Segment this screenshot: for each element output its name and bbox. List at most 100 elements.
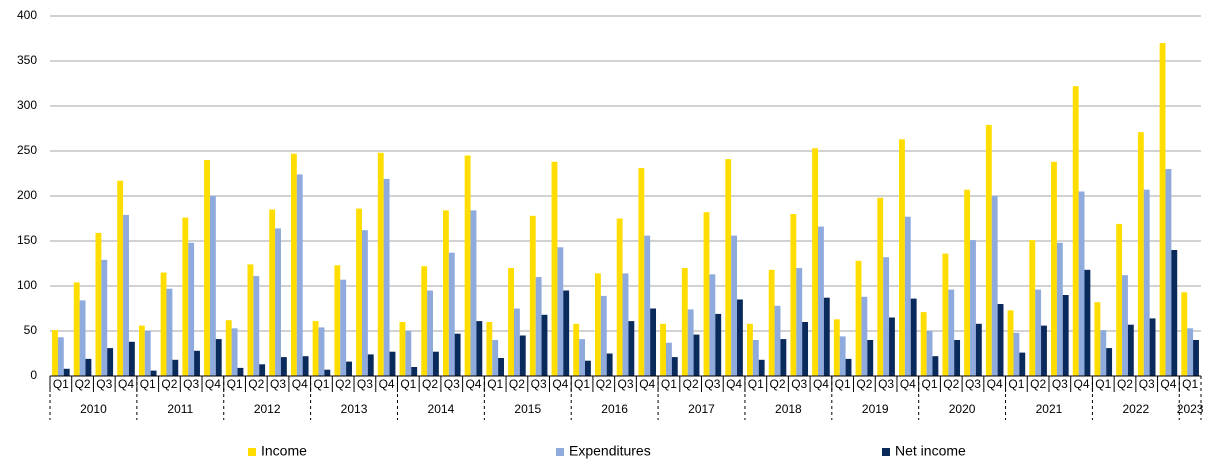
bar xyxy=(693,334,700,376)
bar xyxy=(752,340,759,376)
bar xyxy=(356,208,362,376)
bar xyxy=(1100,330,1107,376)
x-tick-label: Q1 xyxy=(835,377,851,391)
bar xyxy=(399,322,406,376)
y-tick-label: 50 xyxy=(24,323,38,337)
x-tick-label: Q3 xyxy=(270,377,286,391)
legend-swatch xyxy=(248,448,256,456)
bar xyxy=(889,317,895,376)
bar xyxy=(563,290,570,376)
x-tick-label: Q2 xyxy=(161,377,177,391)
bar xyxy=(172,359,179,376)
bar xyxy=(1062,295,1069,376)
bar xyxy=(715,313,722,376)
bar xyxy=(405,331,412,376)
x-tick-label: Q4 xyxy=(292,377,308,391)
bar xyxy=(144,331,151,376)
bar xyxy=(910,298,917,376)
bar xyxy=(920,312,927,376)
bar xyxy=(747,323,753,376)
bar xyxy=(247,264,254,376)
bar xyxy=(421,266,428,376)
bar xyxy=(877,197,884,376)
bar xyxy=(1165,169,1172,376)
x-tick-label: Q3 xyxy=(183,377,199,391)
bar xyxy=(991,196,998,376)
bar xyxy=(681,268,688,376)
bar xyxy=(1193,340,1199,376)
bar xyxy=(123,214,129,376)
bar xyxy=(101,259,108,376)
bar xyxy=(737,299,743,376)
x-tick-label: Q1 xyxy=(1008,377,1024,391)
bar xyxy=(318,327,325,376)
year-label: 2021 xyxy=(1036,402,1063,416)
bar xyxy=(839,336,846,376)
year-label: 2019 xyxy=(862,402,889,416)
x-tick-label: Q1 xyxy=(400,377,416,391)
x-tick-label: Q3 xyxy=(965,377,981,391)
bar xyxy=(904,216,911,376)
bar xyxy=(1171,250,1178,376)
year-label: 2020 xyxy=(949,402,976,416)
x-tick-label: Q3 xyxy=(791,377,807,391)
bar xyxy=(1094,302,1101,376)
x-tick-label: Q1 xyxy=(140,377,156,391)
bar xyxy=(1056,242,1063,376)
bar xyxy=(215,339,222,376)
x-tick-label: Q3 xyxy=(704,377,720,391)
x-tick-label: Q1 xyxy=(313,377,329,391)
bar xyxy=(725,159,732,376)
x-tick-label: Q4 xyxy=(379,377,395,391)
bar xyxy=(594,273,601,376)
bar xyxy=(790,214,797,376)
bar xyxy=(448,252,455,376)
bar xyxy=(932,356,939,376)
year-label: 2015 xyxy=(514,402,541,416)
x-tick-label: Q2 xyxy=(683,377,699,391)
x-tick-label: Q2 xyxy=(248,377,264,391)
x-tick-label: Q3 xyxy=(1139,377,1155,391)
x-tick-label: Q1 xyxy=(1095,377,1111,391)
bar xyxy=(1041,325,1047,376)
year-label: 2013 xyxy=(341,402,368,416)
bar xyxy=(671,357,678,376)
y-tick-label: 400 xyxy=(17,8,37,22)
x-tick-label: Q4 xyxy=(639,377,655,391)
bar xyxy=(818,226,824,376)
bar xyxy=(709,274,716,376)
year-label: 2017 xyxy=(688,402,715,416)
bar xyxy=(454,333,461,376)
bar xyxy=(584,360,591,376)
x-tick-label: Q1 xyxy=(227,377,243,391)
bar xyxy=(774,305,781,376)
bar xyxy=(535,277,542,376)
bar xyxy=(85,358,92,376)
bar xyxy=(638,168,645,376)
bar xyxy=(1051,161,1057,376)
bar xyxy=(383,178,390,376)
bar xyxy=(63,368,70,376)
bar xyxy=(703,212,710,376)
y-tick-label: 300 xyxy=(17,98,37,112)
x-tick-label: Q3 xyxy=(531,377,547,391)
bar xyxy=(883,257,890,376)
x-tick-label: Q4 xyxy=(1074,377,1090,391)
bar xyxy=(1019,352,1026,376)
bar xyxy=(622,273,629,376)
x-tick-label: Q2 xyxy=(422,377,438,391)
bar xyxy=(361,230,368,376)
bar xyxy=(964,189,971,376)
bar xyxy=(997,304,1004,376)
bar xyxy=(1078,191,1085,376)
bar xyxy=(573,323,580,376)
bar xyxy=(666,342,672,376)
bar xyxy=(188,242,195,376)
x-tick-label: Q2 xyxy=(75,377,91,391)
bar xyxy=(1084,269,1091,376)
bar xyxy=(758,359,765,376)
x-tick-label: Q4 xyxy=(900,377,916,391)
bar xyxy=(557,247,564,376)
bar xyxy=(346,361,352,376)
